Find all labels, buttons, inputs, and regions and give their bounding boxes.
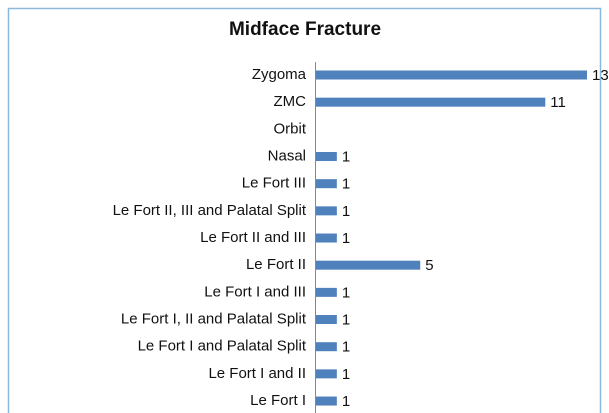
bar (316, 152, 337, 162)
y-tick-label: Le Fort I and II (208, 365, 306, 382)
data-label: 1 (342, 393, 350, 410)
data-label: 1 (342, 230, 350, 247)
bar (316, 396, 337, 406)
bar (316, 179, 337, 189)
bar (316, 315, 337, 325)
bar (316, 369, 337, 379)
y-tick-label: Le Fort II (246, 256, 306, 273)
data-label: 1 (342, 339, 350, 356)
bar (316, 97, 546, 107)
y-tick-label: Le Fort I and Palatal Split (138, 338, 307, 355)
bar (316, 260, 421, 270)
y-tick-label: Le Fort II and III (200, 229, 306, 246)
y-tick-label: ZMC (274, 93, 307, 110)
data-label: 13 (592, 67, 609, 84)
bar (316, 342, 337, 352)
y-tick-label: Orbit (273, 120, 306, 137)
bar (316, 233, 337, 243)
data-label: 1 (342, 366, 350, 383)
data-label: 5 (425, 257, 433, 274)
bar (316, 206, 337, 216)
data-label: 1 (342, 203, 350, 220)
data-label: 11 (550, 94, 566, 111)
bar (316, 287, 337, 297)
bar (316, 70, 587, 80)
data-label: 1 (342, 176, 350, 193)
y-tick-label: Le Fort I, II and Palatal Split (121, 310, 307, 327)
data-label: 1 (342, 148, 350, 165)
data-label: 1 (342, 284, 350, 301)
y-tick-label: Le Fort I (250, 392, 306, 409)
y-tick-label: Le Fort III (242, 175, 306, 192)
y-tick-label: Le Fort II, III and Palatal Split (113, 202, 307, 219)
chart-title: Midface Fracture (229, 19, 381, 40)
y-tick-label: Le Fort I and III (204, 283, 306, 300)
data-label: 1 (342, 311, 350, 328)
y-tick-label: Nasal (268, 147, 306, 164)
y-tick-label: Zygoma (252, 66, 307, 83)
